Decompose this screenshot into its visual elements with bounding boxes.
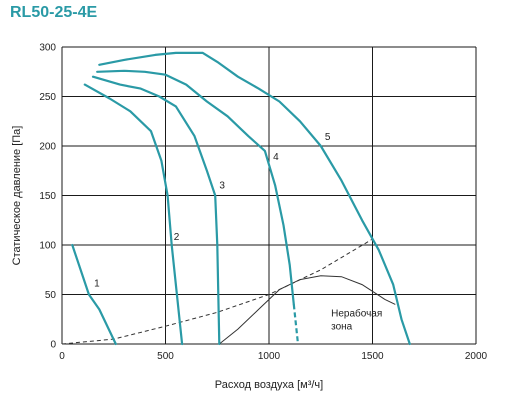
y-tick-label: 100 [39, 241, 56, 252]
x-tick-label: 1000 [258, 351, 281, 362]
fan-curve-2 [83, 83, 184, 346]
y-tick-label: 300 [39, 43, 56, 54]
y-tick-label: 200 [39, 142, 56, 153]
y-axis-label: Статическое давление [Па] [11, 126, 23, 266]
y-tick-label: 50 [45, 290, 57, 301]
curve-label-2: 2 [174, 232, 180, 243]
curve-label-5: 5 [325, 132, 331, 143]
non-working-zone-label: Нерабочая [331, 307, 382, 319]
curve-label-4: 4 [273, 152, 279, 163]
y-tick-label: 0 [50, 340, 56, 351]
chart-title: RL50-25-4E [10, 4, 98, 21]
non-working-zone-label: зона [331, 321, 353, 332]
fan-curve-5 [98, 51, 411, 346]
fan-curve-4 [96, 69, 295, 306]
fan-curve-3 [91, 75, 221, 346]
fan-curves [61, 51, 411, 346]
y-tick-label: 250 [39, 92, 56, 103]
fan-curve-4-dashed [292, 304, 300, 345]
x-tick-label: 2000 [465, 351, 488, 362]
x-axis-label: Расход воздуха [м³/ч] [215, 379, 323, 391]
non-working-zone-boundary [218, 275, 396, 345]
fan-curve-1 [71, 243, 117, 346]
y-tick-label: 150 [39, 191, 56, 202]
labels: 0 500 1000 1500 2000 0 50 100 150 200 250 300 1 2 3 4 5 Н… [39, 43, 487, 363]
curve-label-1: 1 [94, 279, 100, 290]
x-tick-label: 0 [59, 351, 65, 362]
x-tick-label: 1500 [361, 351, 384, 362]
curve-label-3: 3 [219, 181, 225, 192]
x-tick-label: 500 [157, 351, 174, 362]
